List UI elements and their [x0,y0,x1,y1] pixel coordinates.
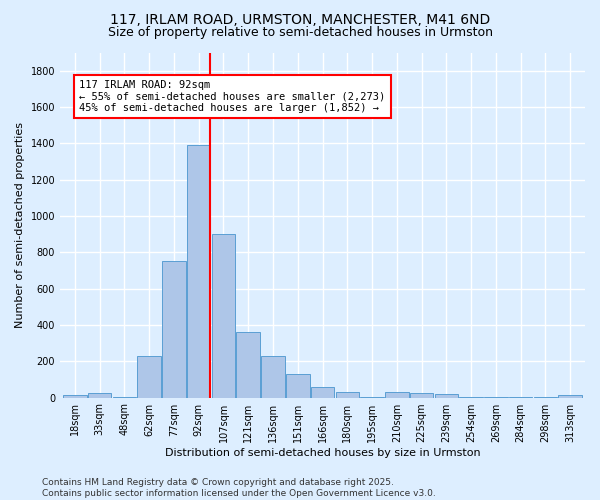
Bar [484,396,508,398]
Bar [434,394,458,398]
Y-axis label: Number of semi-detached properties: Number of semi-detached properties [15,122,25,328]
Bar [137,356,161,398]
Bar [162,262,186,398]
Text: Size of property relative to semi-detached houses in Urmston: Size of property relative to semi-detach… [107,26,493,39]
X-axis label: Distribution of semi-detached houses by size in Urmston: Distribution of semi-detached houses by … [165,448,481,458]
Bar [88,393,112,398]
Text: 117, IRLAM ROAD, URMSTON, MANCHESTER, M41 6ND: 117, IRLAM ROAD, URMSTON, MANCHESTER, M4… [110,12,490,26]
Bar [286,374,310,398]
Bar [410,393,433,398]
Bar [261,356,285,398]
Bar [212,234,235,398]
Bar [559,395,582,398]
Bar [533,396,557,398]
Bar [63,395,86,398]
Bar [335,392,359,398]
Bar [236,332,260,398]
Bar [360,396,384,398]
Bar [187,145,211,398]
Text: 117 IRLAM ROAD: 92sqm
← 55% of semi-detached houses are smaller (2,273)
45% of s: 117 IRLAM ROAD: 92sqm ← 55% of semi-deta… [79,80,386,113]
Bar [311,386,334,398]
Bar [113,396,136,398]
Text: Contains HM Land Registry data © Crown copyright and database right 2025.
Contai: Contains HM Land Registry data © Crown c… [42,478,436,498]
Bar [385,392,409,398]
Bar [509,396,532,398]
Bar [460,396,483,398]
